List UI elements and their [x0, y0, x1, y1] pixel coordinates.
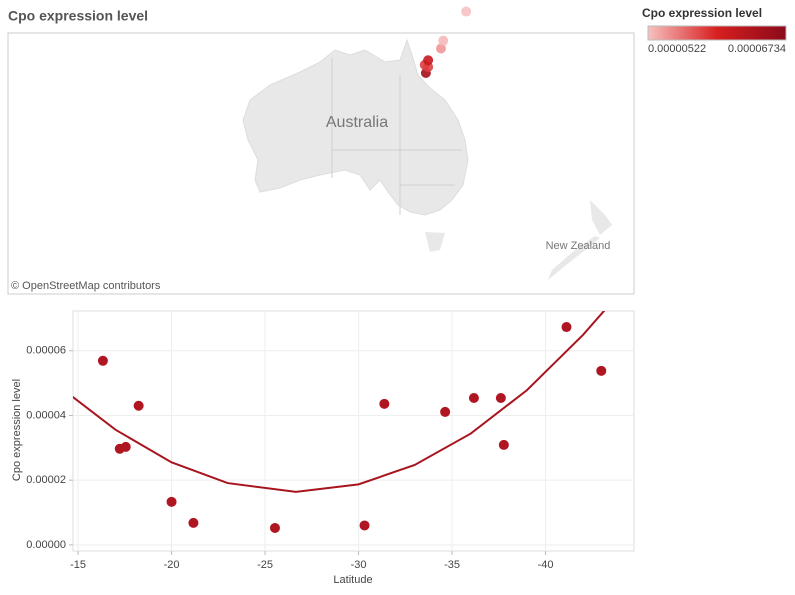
plot-frame [72, 310, 635, 552]
scatter-point [133, 400, 144, 411]
y-axis-label: Cpo expression level [11, 379, 23, 481]
map-point [423, 55, 434, 66]
scatter-point [379, 398, 390, 409]
scatter-point [188, 517, 199, 528]
x-tick-label: -20 [164, 559, 180, 571]
x-tick-label: -30 [351, 559, 367, 571]
map-point [438, 35, 449, 46]
x-tick-label: -25 [257, 559, 273, 571]
x-axis-label: Latitude [333, 574, 372, 586]
tasmania-shape [425, 232, 445, 252]
x-tick-label: -35 [444, 559, 460, 571]
map-point [436, 43, 446, 54]
scatter-point [596, 365, 607, 376]
scatter-point [359, 520, 370, 531]
dashboard-title: Cpo expression level [8, 8, 148, 24]
map-attribution: © OpenStreetMap contributors [11, 280, 161, 292]
x-tick-label: -15 [70, 559, 86, 571]
map: Australia New Zealand © OpenStreetMap co… [7, 32, 635, 295]
scatter-point [120, 441, 131, 452]
y-tick-label: 0.00006 [26, 345, 66, 357]
map-point [461, 6, 472, 17]
y-tick-label: 0.00004 [26, 409, 66, 421]
scatter-point [166, 496, 177, 507]
nz-south-shape [548, 236, 600, 280]
legend-title: Cpo expression level [642, 6, 762, 20]
scatter-point [97, 355, 108, 366]
scatter-point [561, 322, 572, 333]
scatter-point [440, 406, 451, 417]
legend-min: 0.00000522 [648, 43, 706, 55]
scatter-point [498, 439, 509, 450]
scatter-point [269, 522, 280, 533]
x-tick-label: -40 [538, 559, 554, 571]
scatter-point [468, 393, 479, 404]
y-tick-label: 0.00000 [26, 539, 66, 551]
map-label: New Zealand [546, 240, 611, 252]
y-tick-label: 0.00002 [26, 474, 66, 486]
state-borders [331, 58, 462, 215]
map-label: Australia [326, 114, 388, 131]
scatter-point [495, 393, 506, 404]
legend-max: 0.00006734 [728, 43, 786, 55]
australia-shape [242, 38, 469, 216]
legend-gradient [647, 25, 787, 41]
nz-north-shape [590, 200, 612, 235]
trend-line [73, 311, 606, 493]
